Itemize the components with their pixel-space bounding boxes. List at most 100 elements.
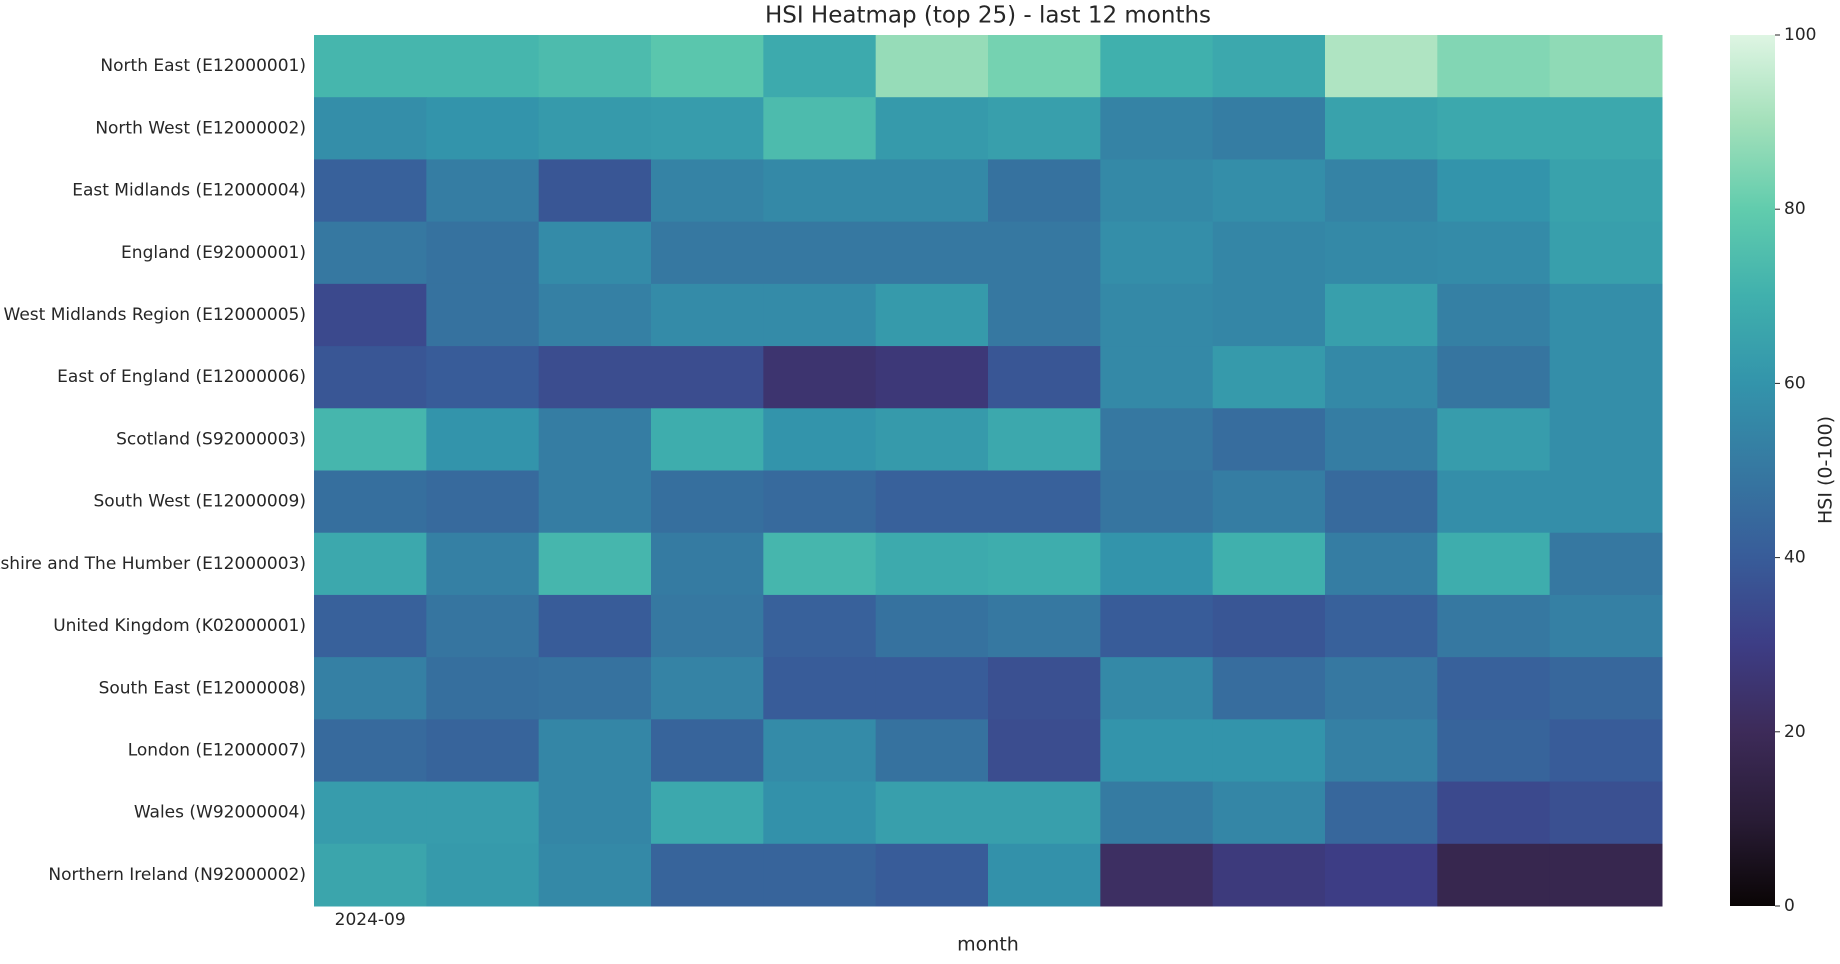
heatmap-cell xyxy=(875,657,989,720)
y-tick-label: Northern Ireland (N92000002) xyxy=(48,865,306,885)
heatmap-cell xyxy=(651,532,764,596)
heatmap-cell xyxy=(1549,470,1663,534)
y-tick-label: South East (E12000008) xyxy=(99,678,306,698)
heatmap-cell xyxy=(875,532,989,596)
heatmap-cell xyxy=(1325,221,1438,285)
heatmap-cell xyxy=(426,781,540,845)
heatmap-cell xyxy=(538,532,652,596)
heatmap-cell xyxy=(1212,594,1326,658)
heatmap-cell xyxy=(1325,346,1438,409)
heatmap-cell xyxy=(988,594,1101,658)
heatmap-cell xyxy=(426,221,540,285)
heatmap-cell xyxy=(1100,470,1214,534)
heatmap-cell xyxy=(875,346,989,409)
heatmap-cell xyxy=(1437,719,1551,783)
heatmap-cell xyxy=(651,283,764,347)
heatmap-cell xyxy=(763,470,877,534)
heatmap-cell xyxy=(763,532,877,596)
heatmap-cell xyxy=(1325,408,1438,471)
heatmap-cell xyxy=(426,657,540,720)
heatmap-cell xyxy=(1325,657,1438,720)
heatmap-cell xyxy=(988,843,1101,907)
heatmap-cell xyxy=(651,221,764,285)
heatmap-cell xyxy=(1212,221,1326,285)
colorbar-label: HSI (0-100) xyxy=(1815,416,1837,524)
x-tick-label: 2024-09 xyxy=(335,910,406,930)
heatmap-cell xyxy=(1212,532,1326,596)
heatmap-cell xyxy=(1325,159,1438,223)
heatmap-cell xyxy=(314,470,427,534)
heatmap-cell xyxy=(988,470,1101,534)
heatmap-cell xyxy=(651,657,764,720)
heatmap-cell xyxy=(1549,781,1663,845)
heatmap-cell xyxy=(1549,97,1663,160)
heatmap-cell xyxy=(1549,657,1663,720)
heatmap-cell xyxy=(1100,719,1214,783)
heatmap-cell xyxy=(763,221,877,285)
heatmap-cell xyxy=(314,221,427,285)
heatmap-cell xyxy=(538,346,652,409)
heatmap-cell xyxy=(651,781,764,845)
heatmap-cell xyxy=(1325,594,1438,658)
heatmap-cell xyxy=(763,97,877,160)
heatmap-cell xyxy=(988,159,1101,223)
heatmap-cell xyxy=(1212,35,1326,98)
heatmap-cell xyxy=(538,657,652,720)
heatmap-cell xyxy=(1325,781,1438,845)
y-tick-label: England (E92000001) xyxy=(121,243,306,263)
heatmap-cell xyxy=(314,408,427,471)
heatmap-cell xyxy=(1100,221,1214,285)
heatmap-cell xyxy=(1437,594,1551,658)
heatmap-cell xyxy=(1549,843,1663,907)
heatmap-cell xyxy=(1212,843,1326,907)
heatmap-cell xyxy=(1212,159,1326,223)
colorbar xyxy=(1730,35,1775,906)
heatmap-cell xyxy=(1437,221,1551,285)
heatmap-cell xyxy=(1100,159,1214,223)
heatmap-cell xyxy=(1437,781,1551,845)
heatmap-cell xyxy=(314,97,427,160)
heatmap-cell xyxy=(763,159,877,223)
heatmap-cell xyxy=(875,97,989,160)
heatmap-cell xyxy=(314,594,427,658)
heatmap-cell xyxy=(875,719,989,783)
heatmap-cell xyxy=(1437,35,1551,98)
colorbar-tick-label: 80 xyxy=(1784,199,1806,219)
heatmap-cell xyxy=(1437,843,1551,907)
heatmap-cell xyxy=(1100,594,1214,658)
heatmap-cell xyxy=(651,346,764,409)
heatmap-cell xyxy=(1100,657,1214,720)
heatmap-cell xyxy=(875,408,989,471)
y-tick-label: West Midlands Region (E12000005) xyxy=(4,305,306,325)
heatmap-cell xyxy=(763,843,877,907)
heatmap-cell xyxy=(314,159,427,223)
heatmap-cell xyxy=(426,35,540,98)
heatmap-cell xyxy=(875,35,989,98)
heatmap-cell xyxy=(1549,346,1663,409)
heatmap-cell xyxy=(538,594,652,658)
heatmap-cell xyxy=(1100,283,1214,347)
y-tick-label: London (E12000007) xyxy=(128,740,306,760)
colorbar-tick-label: 40 xyxy=(1784,548,1806,568)
heatmap-cell xyxy=(1212,346,1326,409)
heatmap-cell xyxy=(426,159,540,223)
y-tick-label: Wales (W92000004) xyxy=(134,803,306,823)
x-axis-label: month xyxy=(957,934,1019,956)
heatmap-cell xyxy=(1549,719,1663,783)
heatmap-cell xyxy=(763,719,877,783)
heatmap-cell xyxy=(314,843,427,907)
heatmap-cell xyxy=(1549,408,1663,471)
heatmap-cell xyxy=(426,470,540,534)
heatmap-cell xyxy=(1437,346,1551,409)
heatmap-cell xyxy=(988,221,1101,285)
colorbar-tick-label: 20 xyxy=(1784,722,1806,742)
heatmap-cell xyxy=(314,35,427,98)
heatmap-cell xyxy=(1437,470,1551,534)
heatmap-cell xyxy=(988,657,1101,720)
heatmap-cell xyxy=(875,283,989,347)
heatmap-cell xyxy=(314,719,427,783)
y-tick-label: East Midlands (E12000004) xyxy=(72,181,306,201)
heatmap-cell xyxy=(1437,657,1551,720)
heatmap-cell xyxy=(538,159,652,223)
